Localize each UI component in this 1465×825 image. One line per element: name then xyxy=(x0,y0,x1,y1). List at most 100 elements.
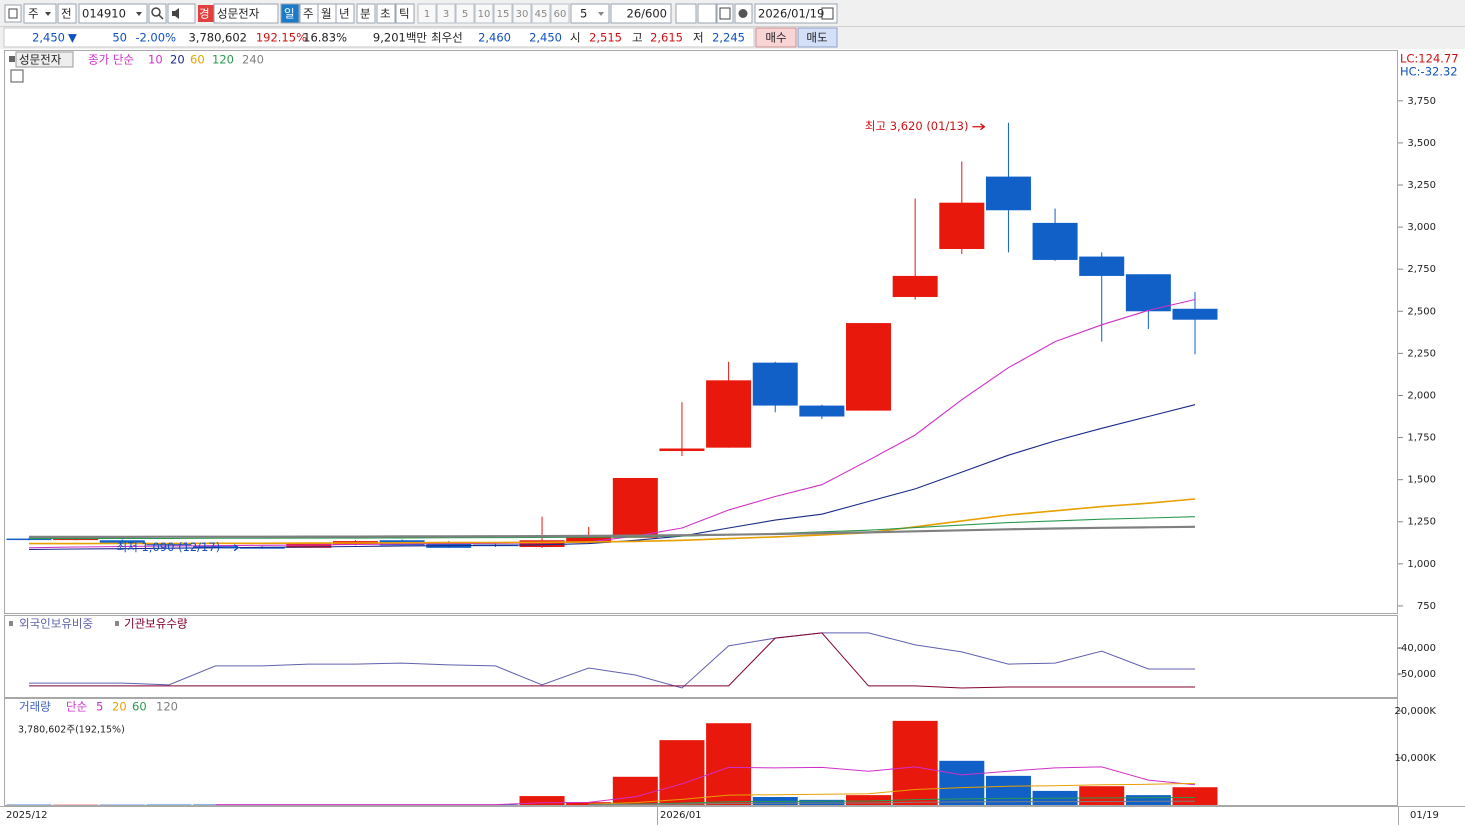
period-label: 년 xyxy=(339,7,350,21)
legend-entry: 기관보유수량 xyxy=(124,617,188,631)
dropdown-arrow xyxy=(45,12,51,16)
name-field[interactable] xyxy=(213,3,279,24)
search-icon xyxy=(158,14,164,20)
interval-button[interactable] xyxy=(455,3,475,24)
buy-button[interactable] xyxy=(755,27,797,48)
tool-button[interactable] xyxy=(675,3,697,24)
candle-body xyxy=(892,275,938,297)
layout-button[interactable] xyxy=(4,4,22,23)
volume-info: 3,780,602주(192,15%) xyxy=(18,725,125,736)
interval-button[interactable] xyxy=(474,3,494,24)
search-icon xyxy=(151,7,161,17)
gear-icon xyxy=(738,9,748,18)
y-tick-label: -40,000 xyxy=(1397,643,1436,654)
interval-input[interactable] xyxy=(570,3,610,24)
stock-code: 014910 xyxy=(82,7,126,21)
y-tick-label: 1,250 xyxy=(1407,517,1436,528)
best-bid: 2,450 xyxy=(529,31,562,45)
volume-bar xyxy=(612,776,658,805)
period-button[interactable] xyxy=(376,3,396,24)
code-input[interactable] xyxy=(78,3,148,24)
interval-button[interactable] xyxy=(436,3,456,24)
series-line xyxy=(28,298,1196,549)
annotation-arrow xyxy=(972,123,986,131)
save-button[interactable] xyxy=(716,3,734,24)
sell-button[interactable] xyxy=(797,27,838,48)
legend-entry: 20 xyxy=(112,700,127,714)
interval-label: 45 xyxy=(535,9,548,20)
legend-entry: 60 xyxy=(190,53,205,67)
candle-body xyxy=(426,541,472,548)
direction: ▼ xyxy=(68,31,77,45)
volume-bar xyxy=(1172,787,1218,805)
series-line xyxy=(29,525,1196,538)
period-button[interactable] xyxy=(280,3,300,24)
period-label: 초 xyxy=(380,7,391,21)
volume-bar xyxy=(706,723,752,805)
low: 2,245 xyxy=(712,31,745,45)
volume-bar xyxy=(892,720,938,805)
legend-entry: 10 xyxy=(148,53,163,67)
legend-entry: 120 xyxy=(212,53,234,67)
candle-body xyxy=(799,405,845,417)
mode: 전 xyxy=(61,7,72,21)
volume-bar xyxy=(519,796,565,805)
title-box xyxy=(15,51,74,68)
legend-entry: 외국인보유비중 xyxy=(19,617,93,631)
period-button[interactable] xyxy=(356,3,376,24)
legend-marker xyxy=(115,621,119,626)
date-field[interactable] xyxy=(754,3,838,24)
change: 50 xyxy=(112,31,127,45)
interval-button[interactable] xyxy=(531,3,551,24)
candle-body xyxy=(846,323,892,411)
candle-body xyxy=(1125,274,1171,312)
period-button[interactable] xyxy=(395,3,415,24)
legend-entry: 240 xyxy=(242,53,264,67)
series-line xyxy=(588,800,1196,806)
high: 2,615 xyxy=(650,31,683,45)
legend-label: 단순 xyxy=(66,700,87,714)
candle-body xyxy=(286,543,332,548)
dropdown-arrow xyxy=(136,12,142,16)
legend-entry: 60 xyxy=(132,700,147,714)
candle-body xyxy=(1172,308,1218,320)
mode-button[interactable] xyxy=(57,3,77,24)
series-line xyxy=(29,632,1195,689)
grid-icon[interactable] xyxy=(10,69,24,83)
high-label: 고 xyxy=(632,31,643,45)
interval-label: 3 xyxy=(443,9,449,20)
period-button[interactable] xyxy=(335,3,355,24)
candle-body xyxy=(939,202,985,249)
candle-body xyxy=(146,543,192,546)
volume-panel xyxy=(4,698,1398,806)
volume-bar xyxy=(846,795,892,805)
interval-label: 1 xyxy=(424,9,430,20)
y-tick-label: 3,250 xyxy=(1407,180,1436,191)
tool-button[interactable] xyxy=(697,3,717,24)
y-tick-label: 1,000 xyxy=(1407,559,1436,570)
candle-body xyxy=(6,538,52,541)
series-line xyxy=(29,516,1196,540)
count-field[interactable] xyxy=(610,3,672,24)
interval-button[interactable] xyxy=(417,3,437,24)
y-tick-label: 2,250 xyxy=(1407,348,1436,359)
annotation: 최저 1,090 (12/17) xyxy=(117,540,221,554)
candle-body xyxy=(612,477,658,538)
period-label: 분 xyxy=(360,7,371,21)
series-line xyxy=(29,498,1196,545)
save-icon xyxy=(719,7,731,20)
volume-bar xyxy=(1079,786,1125,805)
interval-button[interactable] xyxy=(493,3,513,24)
volume-bar xyxy=(939,760,985,805)
period-label: 틱 xyxy=(399,7,410,21)
market-select[interactable] xyxy=(23,3,57,24)
candle-body xyxy=(706,380,752,448)
open: 2,515 xyxy=(589,31,622,45)
interval-button[interactable] xyxy=(512,3,532,24)
series-line xyxy=(588,782,1196,805)
sound-button[interactable] xyxy=(167,3,196,24)
calendar-icon xyxy=(821,7,834,20)
annotation-arrow xyxy=(222,544,240,552)
period-label: 일 xyxy=(284,7,295,21)
interval-button[interactable] xyxy=(550,3,570,24)
